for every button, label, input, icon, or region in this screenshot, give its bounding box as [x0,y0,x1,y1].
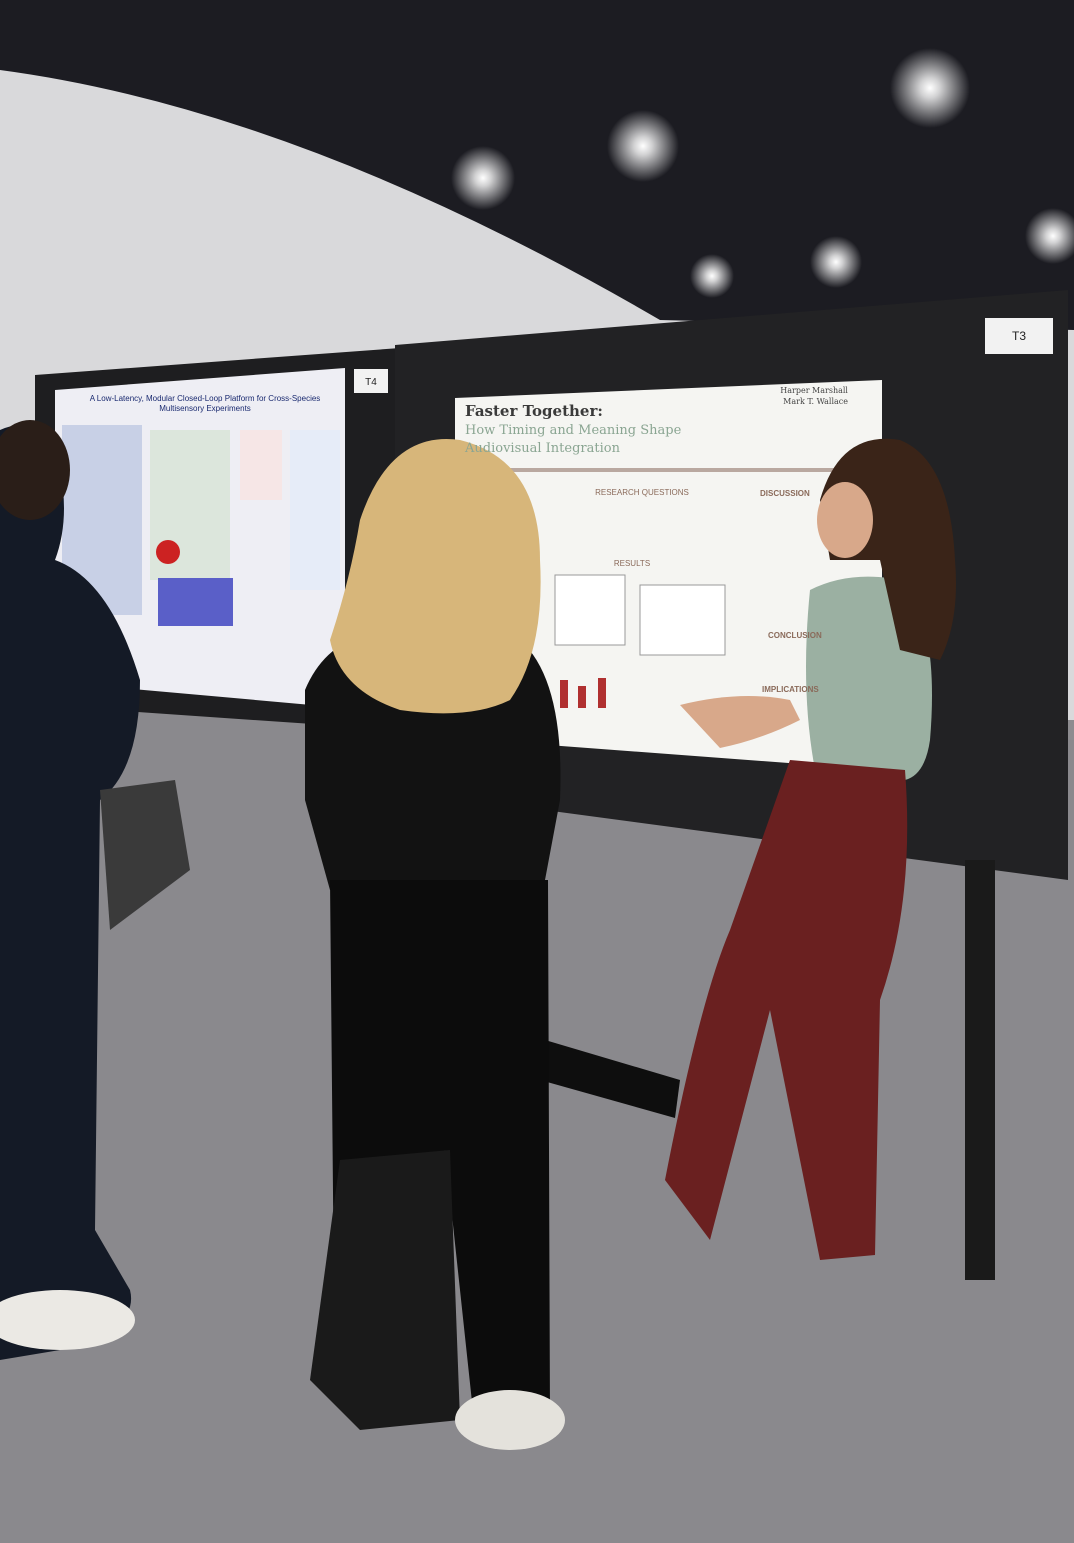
board-leg [965,860,995,1280]
ceiling-light [890,48,970,128]
poster-heading: IMPLICATIONS [762,685,819,694]
right-poster [455,380,882,770]
presenter-hands [680,696,800,748]
poster-graphic [156,540,180,564]
poster-panel [290,430,340,590]
poster-heading: RESULTS [614,559,650,568]
poster-bar [560,680,568,708]
board-label: T4 [365,377,377,388]
poster-heading: RESEARCH QUESTIONS [595,488,689,497]
ceiling-light [810,236,862,288]
board-tag [354,369,388,393]
poster-tube [540,1040,680,1118]
shoe [0,1290,135,1350]
poster-plot [639,584,726,656]
person-center-hair [330,439,541,714]
poster-bar [578,686,586,708]
poster-author: Harper Marshall [780,386,848,395]
poster-subtitle: How Timing and Meaning Shape [465,423,682,438]
backpack [310,1150,460,1430]
poster-subtitle: Audiovisual Integration [464,441,621,456]
poster-plot [554,574,626,646]
poster-heading: DISCUSSION [760,489,810,498]
presenter-face [817,482,873,558]
poster-heading: CONCLUSION [768,631,822,640]
presenter-pants [665,760,908,1260]
bag [100,780,190,930]
ceiling-light [607,110,679,182]
shoe [455,1390,565,1450]
poster-panel [240,430,282,500]
person-hair [0,420,70,520]
ceiling-light [451,146,515,210]
poster-author: Mark T. Wallace [783,397,848,406]
poster-title: Multisensory Experiments [159,404,251,413]
person-left [0,425,140,1360]
poster-title: A Low-Latency, Modular Closed-Loop Platf… [90,394,321,403]
board-label: T3 [1012,329,1026,343]
ceiling-light [1025,208,1074,264]
poster-rule [458,468,878,472]
board-tag [985,318,1053,354]
poster-image [158,578,233,626]
poster-bar [598,678,606,708]
ceiling-light [690,254,734,298]
poster-title: Faster Together: [465,402,603,420]
